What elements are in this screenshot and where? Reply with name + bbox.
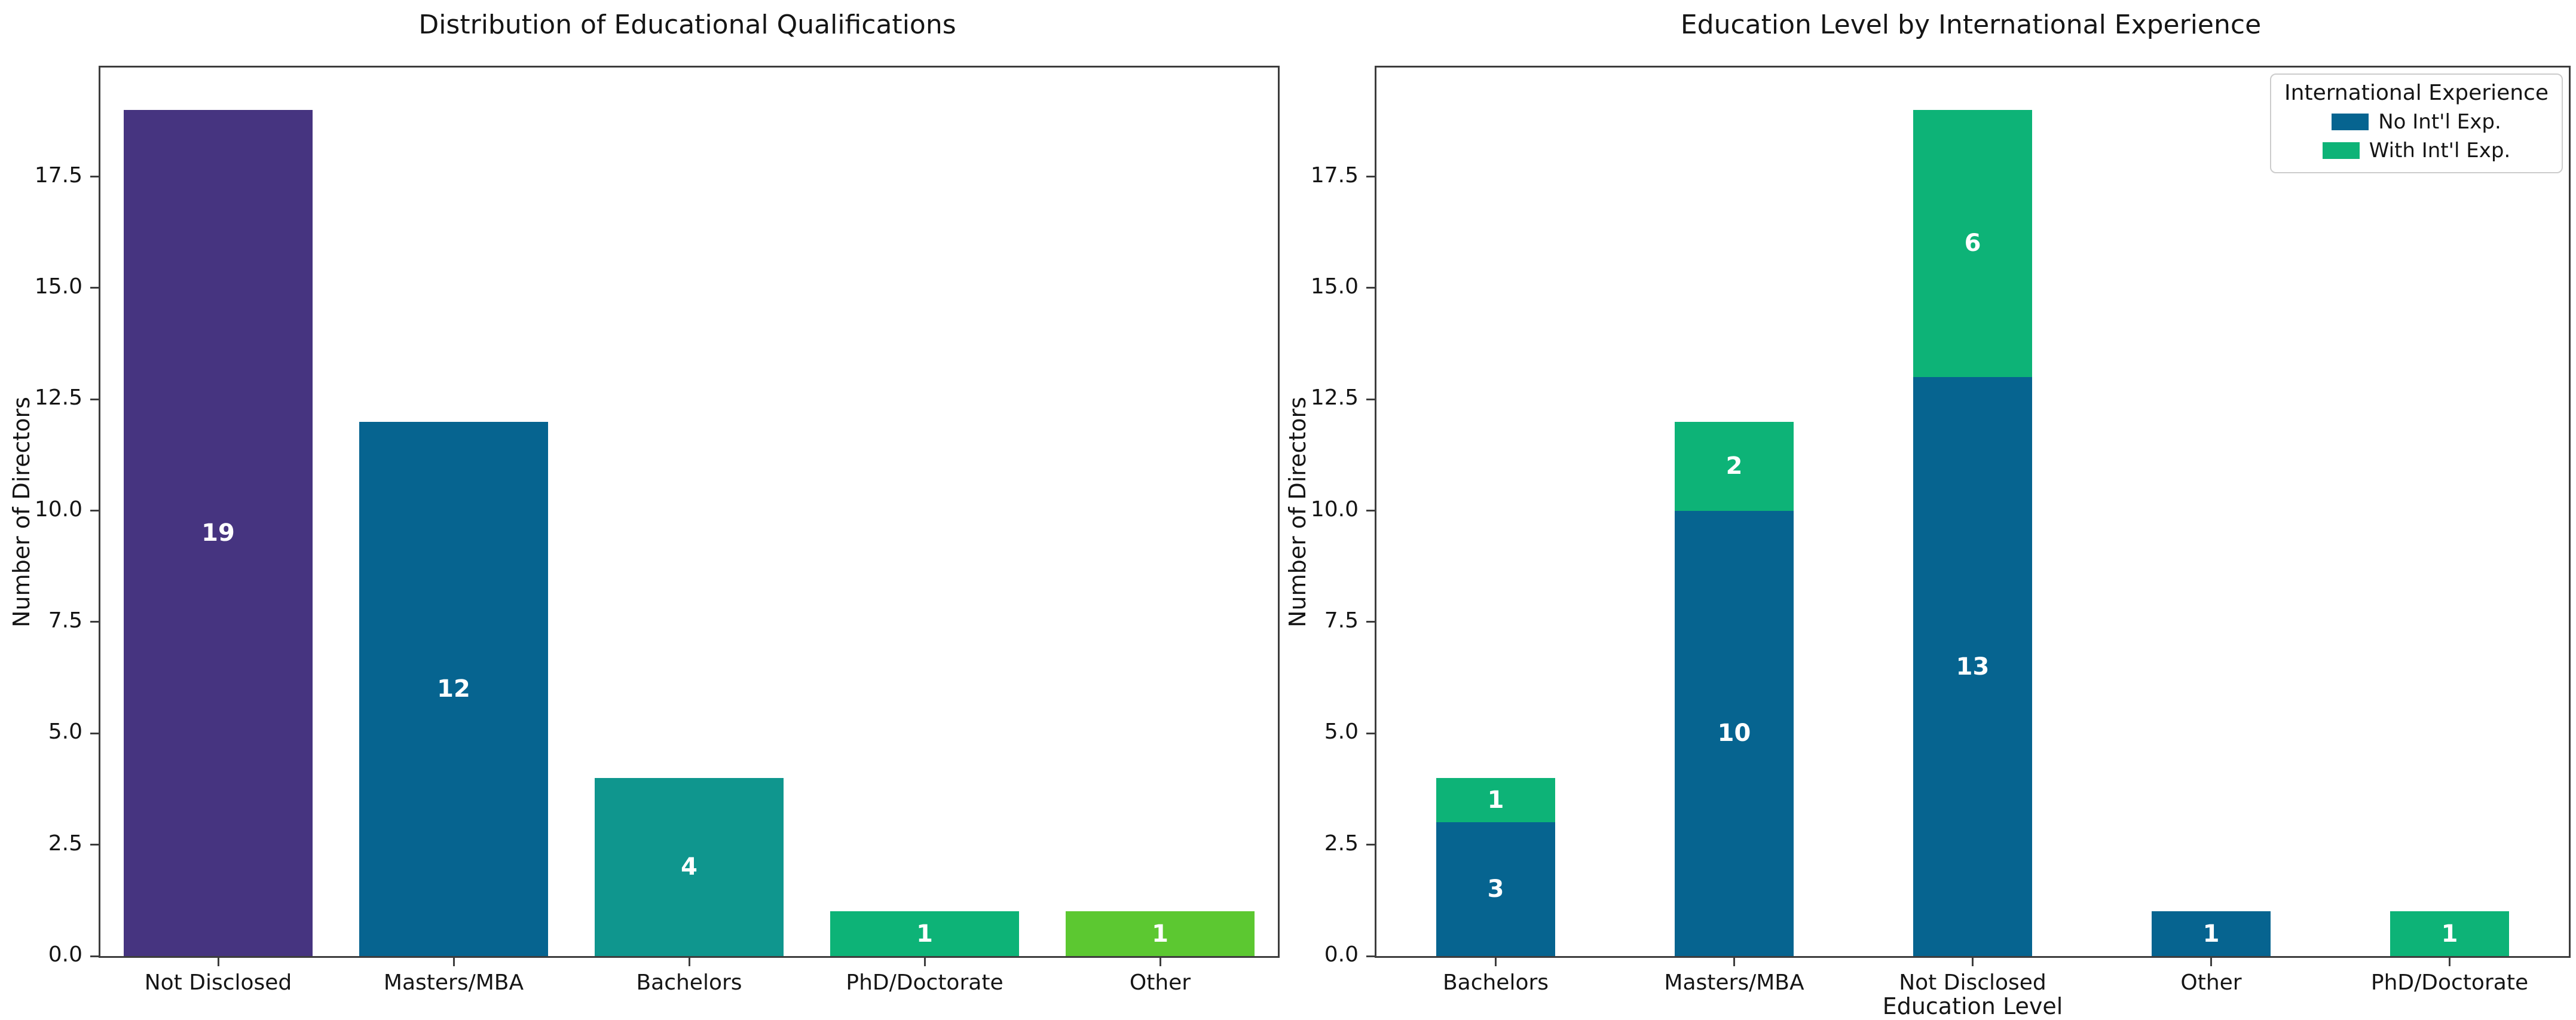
x-tick-mark xyxy=(1733,958,1735,966)
y-tick-mark xyxy=(1366,844,1375,846)
y-tick-label: 15.0 xyxy=(34,274,82,299)
bar-segment-not-disclosed-with-int-l-exp xyxy=(1913,109,2033,378)
right-chart-plot-area: Number of Directors Education Level Inte… xyxy=(1284,66,2571,1019)
bar-value-label: 13 xyxy=(1956,653,1990,681)
x-tick-mark xyxy=(1159,958,1161,966)
bar-segment-masters-mba-with-int-l-exp xyxy=(1674,421,1794,511)
x-tick-mark xyxy=(1972,958,1974,966)
bar-value-label: 1 xyxy=(916,920,933,948)
bar-value-label: 1 xyxy=(1487,786,1504,814)
y-tick-mark xyxy=(90,732,99,734)
legend-item-with-intl-exp: With Int'l Exp. xyxy=(2284,139,2549,163)
y-tick-label: 7.5 xyxy=(1324,608,1359,633)
left-chart-plot-area: Number of Directors 0.0 2.5 5.0 7.5 10.0 12.5… xyxy=(8,66,1280,995)
bar-value-label: 4 xyxy=(681,853,697,881)
y-tick-label: 0.0 xyxy=(1324,942,1359,967)
legend: International Experience No Int'l Exp. W… xyxy=(2270,73,2563,173)
bar-segment-bachelors-no-int-l-exp xyxy=(1436,822,1556,956)
x-tick-label-bachelors: Bachelors xyxy=(636,970,742,995)
bar-value-label: 12 xyxy=(437,675,470,703)
y-tick-label: 2.5 xyxy=(48,831,82,856)
x-tick-label-phd-doctorate: PhD/Doctorate xyxy=(2370,970,2529,995)
x-tick-label-other: Other xyxy=(1129,970,1191,995)
bar-value-label: 1 xyxy=(2441,920,2458,948)
y-tick-mark xyxy=(90,176,99,178)
bar-segment-other-no-int-l-exp xyxy=(2151,911,2271,956)
bar-not-disclosed xyxy=(124,109,313,956)
x-tick-label-bachelors: Bachelors xyxy=(1442,970,1549,995)
x-tick-label-masters-mba: Masters/MBA xyxy=(383,970,524,995)
y-tick-mark xyxy=(1366,955,1375,957)
y-tick-mark xyxy=(90,398,99,400)
y-tick-mark xyxy=(90,844,99,846)
left-chart-title: Distribution of Educational Qualificatio… xyxy=(418,10,956,40)
y-tick-mark xyxy=(1366,398,1375,400)
y-tick-mark xyxy=(1366,510,1375,512)
bar-other xyxy=(1066,911,1255,956)
y-tick-mark xyxy=(1366,621,1375,623)
x-tick-label-not-disclosed: Not Disclosed xyxy=(1899,970,2046,995)
x-tick-mark xyxy=(2210,958,2212,966)
y-tick-mark xyxy=(1366,176,1375,178)
bar-segment-phd-doctorate-with-int-l-exp xyxy=(2390,911,2510,956)
y-tick-label: 5.0 xyxy=(1324,719,1359,745)
bar-value-label: 1 xyxy=(1152,920,1168,948)
y-tick-label: 10.0 xyxy=(1310,497,1359,522)
x-tick-mark xyxy=(923,958,926,966)
y-tick-mark xyxy=(90,621,99,623)
y-tick-label: 2.5 xyxy=(1324,831,1359,856)
right-x-axis-label: Education Level xyxy=(1882,993,2063,1019)
y-tick-label: 17.5 xyxy=(34,163,82,188)
bar-value-label: 2 xyxy=(1726,452,1743,480)
y-tick-label: 5.0 xyxy=(48,719,82,745)
bar-segment-bachelors-with-int-l-exp xyxy=(1436,777,1556,823)
bar-value-label: 6 xyxy=(1964,229,1981,258)
y-tick-label: 17.5 xyxy=(1310,163,1359,188)
x-tick-label-other: Other xyxy=(2180,970,2242,995)
y-tick-mark xyxy=(90,510,99,512)
x-tick-label-not-disclosed: Not Disclosed xyxy=(144,970,292,995)
bar-segment-masters-mba-no-int-l-exp xyxy=(1674,510,1794,956)
y-tick-label: 10.0 xyxy=(34,497,82,522)
y-tick-label: 7.5 xyxy=(48,608,82,633)
y-tick-label: 12.5 xyxy=(34,385,82,411)
y-tick-label: 0.0 xyxy=(48,942,82,967)
y-tick-label: 12.5 xyxy=(1310,385,1359,411)
x-tick-label-masters-mba: Masters/MBA xyxy=(1664,970,1804,995)
y-tick-mark xyxy=(90,955,99,957)
legend-item-label: With Int'l Exp. xyxy=(2369,139,2511,163)
bar-bachelors xyxy=(595,777,784,956)
x-tick-mark xyxy=(2449,958,2450,966)
with-intl-exp-swatch-icon xyxy=(2322,142,2360,159)
y-tick-label: 15.0 xyxy=(1310,274,1359,299)
bar-phd-doctorate xyxy=(830,911,1019,956)
y-tick-mark xyxy=(1366,287,1375,289)
y-tick-mark xyxy=(1366,732,1375,734)
legend-item-label: No Int'l Exp. xyxy=(2378,110,2501,134)
x-tick-mark xyxy=(452,958,455,966)
right-chart-title: Education Level by International Experie… xyxy=(1680,10,2262,40)
y-tick-mark xyxy=(90,287,99,289)
x-tick-mark xyxy=(688,958,690,966)
x-tick-label-phd-doctorate: PhD/Doctorate xyxy=(846,970,1004,995)
bar-value-label: 19 xyxy=(201,519,235,547)
x-tick-mark xyxy=(1495,958,1497,966)
legend-title: International Experience xyxy=(2284,81,2549,105)
legend-item-no-intl-exp: No Int'l Exp. xyxy=(2284,110,2549,134)
bar-value-label: 1 xyxy=(2202,920,2220,948)
bar-value-label: 3 xyxy=(1487,875,1504,903)
bar-segment-not-disclosed-no-int-l-exp xyxy=(1913,377,2033,956)
bar-masters-mba xyxy=(359,421,548,956)
no-intl-exp-swatch-icon xyxy=(2332,114,2369,130)
x-tick-mark xyxy=(217,958,219,966)
bar-value-label: 10 xyxy=(1717,719,1751,748)
